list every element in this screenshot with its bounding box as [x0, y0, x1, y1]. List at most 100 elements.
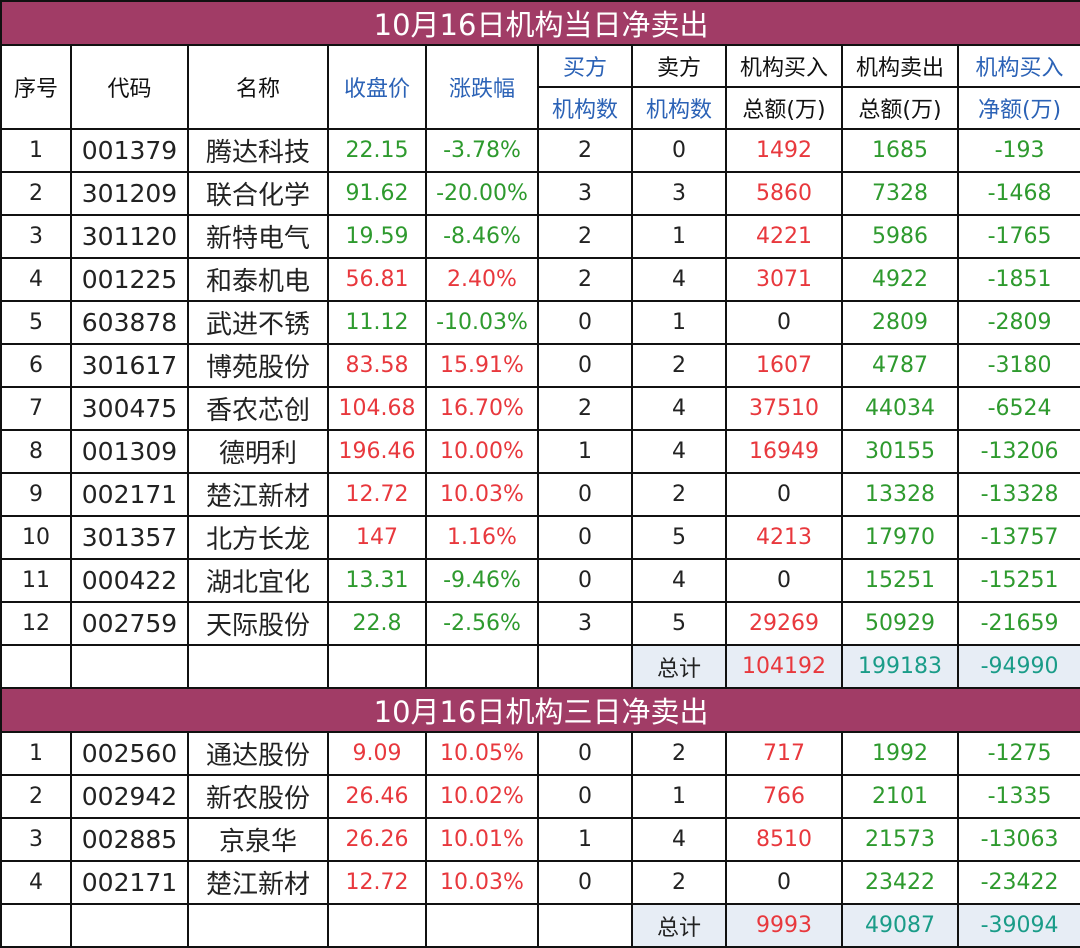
- header-inst-buy-bottom: 总额(万): [725, 86, 843, 130]
- section2-title: 10月16日机构三日净卖出: [0, 687, 1080, 733]
- header-name: 名称: [187, 44, 329, 130]
- row-seq: 5: [0, 300, 72, 345]
- row-inst-buy-amount: 4221: [725, 214, 843, 259]
- row-change-pct: 10.03%: [425, 472, 539, 517]
- row-inst-buy-amount: 37510: [725, 386, 843, 431]
- row-inst-buy-amount: 8510: [725, 817, 843, 862]
- row-seller-count: 5: [631, 601, 727, 646]
- table-row: 1 002560 通达股份 9.09 10.05% 0 2 717 1992 -1275: [0, 731, 1080, 776]
- row-inst-sell-amount: 13328: [841, 472, 959, 517]
- row-seq: 12: [0, 601, 72, 646]
- row-seller-count: 4: [631, 817, 727, 862]
- row-inst-buy-amount: 0: [725, 558, 843, 603]
- header-buyers-bottom: 机构数: [537, 86, 633, 130]
- row-stock-code: 301357: [70, 515, 189, 560]
- row-stock-code: 000422: [70, 558, 189, 603]
- row-inst-buy-amount: 29269: [725, 601, 843, 646]
- row-buyer-count: 2: [537, 386, 633, 431]
- header-change-pct: 涨跌幅: [425, 44, 539, 130]
- row-seq: 2: [0, 774, 72, 819]
- row-net-amount: -1275: [956, 731, 1080, 776]
- row-change-pct: 1.16%: [425, 515, 539, 560]
- row-inst-sell-amount: 2809: [841, 300, 959, 345]
- row-change-pct: -3.78%: [425, 128, 539, 173]
- row-net-amount: -1468: [956, 171, 1080, 216]
- row-change-pct: 10.00%: [425, 429, 539, 474]
- row-close-price: 196.46: [327, 429, 427, 474]
- row-stock-name: 联合化学: [187, 171, 329, 216]
- header-seq: 序号: [0, 44, 72, 130]
- row-change-pct: 2.40%: [425, 257, 539, 302]
- row-inst-buy-amount: 766: [725, 774, 843, 819]
- row-inst-buy-amount: 0: [725, 472, 843, 517]
- row-net-amount: -2809: [956, 300, 1080, 345]
- total-row: 总计 104192 199183 -94990: [0, 644, 1080, 689]
- table-row: 3 301120 新特电气 19.59 -8.46% 2 1 4221 5986 -1765: [0, 214, 1080, 259]
- row-close-price: 83.58: [327, 343, 427, 388]
- row-inst-buy-amount: 0: [725, 860, 843, 905]
- row-stock-code: 301120: [70, 214, 189, 259]
- row-close-price: 91.62: [327, 171, 427, 216]
- row-seller-count: 3: [631, 171, 727, 216]
- row-stock-code: 002759: [70, 601, 189, 646]
- row-net-amount: -1335: [956, 774, 1080, 819]
- row-stock-name: 京泉华: [187, 817, 329, 862]
- row-net-amount: -13063: [956, 817, 1080, 862]
- row-buyer-count: 1: [537, 429, 633, 474]
- row-buyer-count: 0: [537, 343, 633, 388]
- row-seller-count: 4: [631, 429, 727, 474]
- row-inst-sell-amount: 5986: [841, 214, 959, 259]
- total-label: 总计: [631, 644, 727, 689]
- row-seller-count: 1: [631, 774, 727, 819]
- table-row: 8 001309 德明利 196.46 10.00% 1 4 16949 30155 -13206: [0, 429, 1080, 474]
- row-seq: 1: [0, 731, 72, 776]
- row-inst-buy-amount: 717: [725, 731, 843, 776]
- row-stock-name: 博苑股份: [187, 343, 329, 388]
- header-inst-buy-top: 机构买入: [725, 44, 843, 88]
- total-inst-sell-amount: 199183: [841, 644, 959, 689]
- empty-cell: [425, 644, 539, 689]
- row-seller-count: 4: [631, 386, 727, 431]
- table-row: 11 000422 湖北宜化 13.31 -9.46% 0 4 0 15251 -15251: [0, 558, 1080, 603]
- row-seq: 11: [0, 558, 72, 603]
- row-buyer-count: 1: [537, 817, 633, 862]
- empty-cell: [0, 644, 72, 689]
- row-seq: 8: [0, 429, 72, 474]
- row-change-pct: 10.02%: [425, 774, 539, 819]
- table-row: 2 301209 联合化学 91.62 -20.00% 3 3 5860 7328 -1468: [0, 171, 1080, 216]
- header-code: 代码: [70, 44, 189, 130]
- row-inst-buy-amount: 4213: [725, 515, 843, 560]
- row-net-amount: -13757: [956, 515, 1080, 560]
- row-stock-code: 002942: [70, 774, 189, 819]
- row-inst-sell-amount: 50929: [841, 601, 959, 646]
- row-close-price: 9.09: [327, 731, 427, 776]
- row-net-amount: -23422: [956, 860, 1080, 905]
- row-inst-buy-amount: 0: [725, 300, 843, 345]
- row-close-price: 22.15: [327, 128, 427, 173]
- header-buyers-top: 买方: [537, 44, 633, 88]
- row-close-price: 147: [327, 515, 427, 560]
- total-net-amount: -94990: [956, 644, 1080, 689]
- row-close-price: 12.72: [327, 860, 427, 905]
- row-inst-buy-amount: 1492: [725, 128, 843, 173]
- table-row: 9 002171 楚江新材 12.72 10.03% 0 2 0 13328 -13328: [0, 472, 1080, 517]
- row-stock-name: 新特电气: [187, 214, 329, 259]
- table-row: 1 001379 腾达科技 22.15 -3.78% 2 0 1492 1685 -193: [0, 128, 1080, 173]
- row-change-pct: -10.03%: [425, 300, 539, 345]
- row-inst-sell-amount: 17970: [841, 515, 959, 560]
- row-seller-count: 2: [631, 343, 727, 388]
- row-seq: 6: [0, 343, 72, 388]
- row-seq: 7: [0, 386, 72, 431]
- empty-cell: [70, 644, 189, 689]
- table-row: 4 002171 楚江新材 12.72 10.03% 0 2 0 23422 -23422: [0, 860, 1080, 905]
- row-change-pct: 10.05%: [425, 731, 539, 776]
- row-seq: 1: [0, 128, 72, 173]
- header-inst-sell-top: 机构卖出: [841, 44, 959, 88]
- row-stock-code: 002171: [70, 472, 189, 517]
- row-stock-name: 楚江新材: [187, 860, 329, 905]
- empty-cell: [537, 644, 633, 689]
- row-buyer-count: 0: [537, 300, 633, 345]
- row-stock-name: 和泰机电: [187, 257, 329, 302]
- row-change-pct: -20.00%: [425, 171, 539, 216]
- row-close-price: 13.31: [327, 558, 427, 603]
